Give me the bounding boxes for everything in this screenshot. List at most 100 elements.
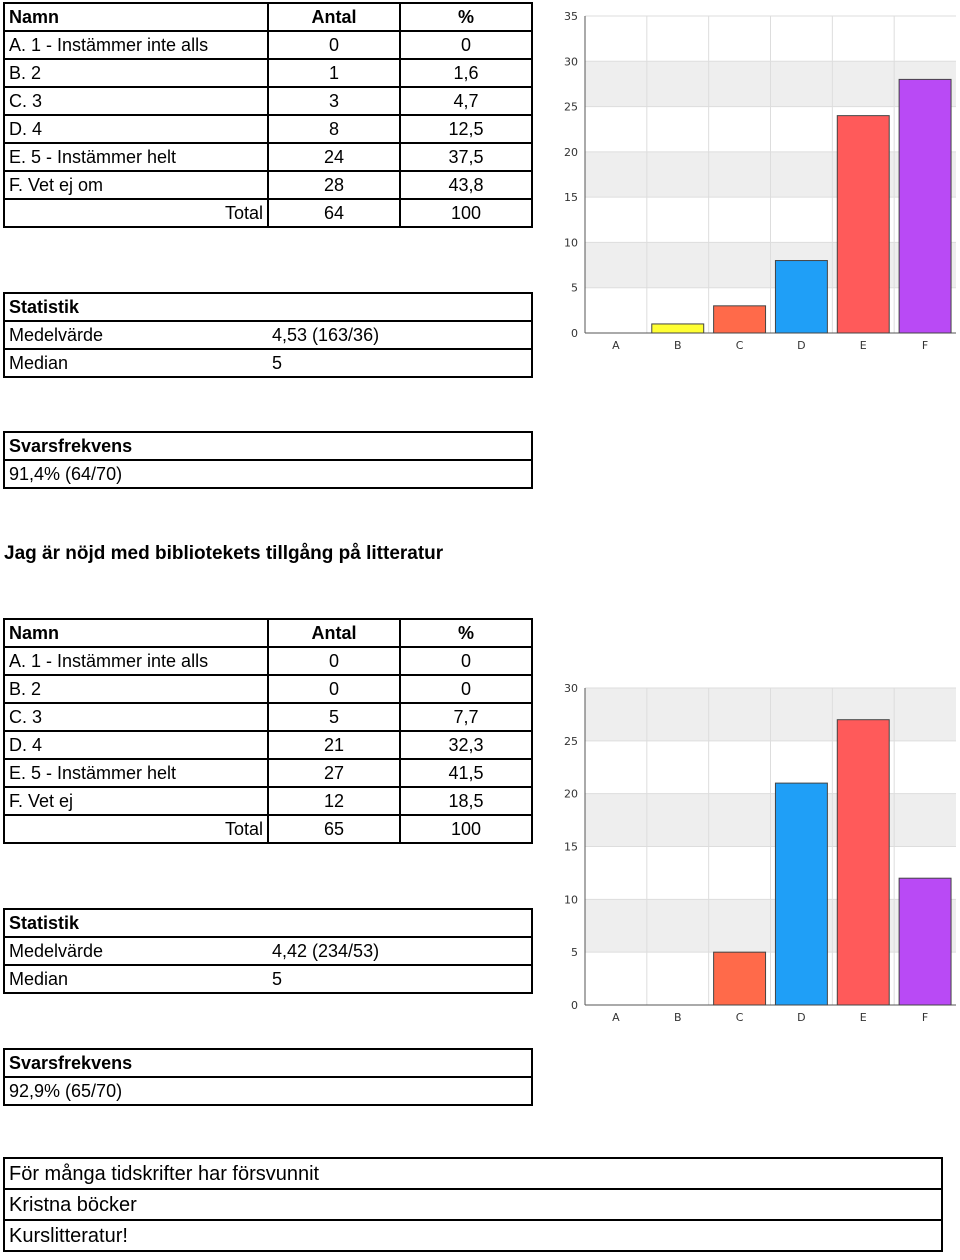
x-tick-label: F [922, 1011, 928, 1024]
stat-label: Medelvärde [3, 320, 268, 350]
table-total-row: Total 65 100 [3, 814, 533, 844]
cell-antal: 5 [267, 702, 401, 732]
stat-value: 5 [268, 964, 533, 994]
cell-namn: D. 4 [3, 730, 269, 760]
y-tick-label: 15 [564, 841, 578, 854]
total-percent: 100 [399, 198, 533, 228]
cell-percent: 41,5 [399, 758, 533, 788]
svarsfrekvens-value: 92,9% (65/70) [3, 1076, 533, 1106]
header-antal: Antal [267, 618, 401, 648]
table-row: Medelvärde 4,42 (234/53) [3, 936, 533, 966]
cell-namn: A. 1 - Instämmer inte alls [3, 646, 269, 676]
cell-percent: 12,5 [399, 114, 533, 144]
bar-C [713, 951, 767, 1006]
total-antal: 64 [267, 198, 401, 228]
cell-antal: 0 [267, 30, 401, 60]
total-label: Total [3, 198, 269, 228]
x-tick-label: A [612, 1011, 620, 1024]
svarsfrekvens-title: Svarsfrekvens [3, 1048, 533, 1078]
table-row: F. Vet ej om 28 43,8 [3, 170, 533, 200]
bar-C [713, 305, 767, 334]
table-row: A. 1 - Instämmer inte alls 0 0 [3, 646, 533, 676]
comment-row: Kurslitteratur! [3, 1219, 943, 1252]
statistik-table-1: Statistik Medelvärde 4,53 (163/36) Median… [3, 292, 533, 378]
x-tick-label: D [797, 1011, 805, 1024]
y-tick-label: 5 [571, 282, 578, 295]
cell-antal: 27 [267, 758, 401, 788]
x-tick-label: E [860, 1011, 867, 1024]
table-row: D. 4 21 32,3 [3, 730, 533, 760]
bar-F [898, 78, 952, 334]
y-tick-label: 10 [564, 236, 578, 249]
comment-text: Kristna böcker [3, 1188, 943, 1221]
cell-antal: 0 [267, 674, 401, 704]
statistik-title: Statistik [3, 292, 533, 322]
cell-namn: F. Vet ej om [3, 170, 269, 200]
results-table-1: Namn Antal % A. 1 - Instämmer inte alls 0… [3, 2, 533, 228]
table-row: Medelvärde 4,53 (163/36) [3, 320, 533, 350]
header-percent: % [399, 2, 533, 32]
y-tick-label: 15 [564, 191, 578, 204]
stat-label: Medelvärde [3, 936, 268, 966]
statistik-title: Statistik [3, 908, 533, 938]
cell-namn: C. 3 [3, 86, 269, 116]
bar-D [774, 260, 828, 334]
cell-percent: 4,7 [399, 86, 533, 116]
table-header: Namn Antal % [3, 618, 533, 648]
table-total-row: Total 64 100 [3, 198, 533, 228]
cell-percent: 0 [399, 646, 533, 676]
table-row: B. 2 1 1,6 [3, 58, 533, 88]
cell-percent: 7,7 [399, 702, 533, 732]
stat-value: 4,42 (234/53) [268, 936, 533, 966]
comment-text: Kurslitteratur! [3, 1219, 943, 1252]
x-tick-label: C [736, 339, 744, 352]
cell-namn: C. 3 [3, 702, 269, 732]
bar-B [651, 323, 705, 334]
table-row: E. 5 - Instämmer helt 27 41,5 [3, 758, 533, 788]
bar-F [898, 877, 952, 1006]
x-tick-label: A [612, 339, 620, 352]
header-percent: % [399, 618, 533, 648]
bar-E [836, 115, 890, 334]
y-tick-label: 5 [571, 946, 578, 959]
y-tick-label: 25 [564, 735, 578, 748]
svarsfrekvens-table-1: Svarsfrekvens 91,4% (64/70) [3, 431, 533, 489]
cell-percent: 43,8 [399, 170, 533, 200]
stat-value: 4,53 (163/36) [268, 320, 533, 350]
comments-table: För många tidskrifter har försvunnit Kri… [3, 1157, 943, 1252]
comment-text: För många tidskrifter har försvunnit [3, 1157, 943, 1190]
question-title: Jag är nöjd med bibliotekets tillgång på… [4, 543, 444, 564]
y-tick-label: 0 [571, 999, 578, 1012]
table-row: Median 5 [3, 348, 533, 378]
cell-namn: B. 2 [3, 674, 269, 704]
cell-namn: B. 2 [3, 58, 269, 88]
cell-percent: 0 [399, 674, 533, 704]
total-percent: 100 [399, 814, 533, 844]
x-tick-label: D [797, 339, 805, 352]
cell-percent: 0 [399, 30, 533, 60]
cell-antal: 24 [267, 142, 401, 172]
cell-antal: 8 [267, 114, 401, 144]
statistik-table-2: Statistik Medelvärde 4,42 (234/53) Median… [3, 908, 533, 994]
header-namn: Namn [3, 618, 269, 648]
x-tick-label: F [922, 339, 928, 352]
x-tick-label: B [674, 1011, 682, 1024]
bar-chart-1: 0 5 10 15 20 25 30 35 A B C D E F [564, 10, 956, 352]
cell-antal: 1 [267, 58, 401, 88]
y-tick-label: 35 [564, 10, 578, 23]
table-row: E. 5 - Instämmer helt 24 37,5 [3, 142, 533, 172]
header-namn: Namn [3, 2, 269, 32]
cell-antal: 21 [267, 730, 401, 760]
cell-percent: 37,5 [399, 142, 533, 172]
cell-namn: D. 4 [3, 114, 269, 144]
table-row: D. 4 8 12,5 [3, 114, 533, 144]
table-header: Namn Antal % [3, 2, 533, 32]
bar-E [836, 719, 890, 1006]
svarsfrekvens-table-2: Svarsfrekvens 92,9% (65/70) [3, 1048, 533, 1106]
table-row: F. Vet ej 12 18,5 [3, 786, 533, 816]
results-table-2: Namn Antal % A. 1 - Instämmer inte alls 0… [3, 618, 533, 844]
y-tick-label: 25 [564, 101, 578, 114]
cell-namn: E. 5 - Instämmer helt [3, 758, 269, 788]
bar-chart-2: 0 5 10 15 20 25 30 A B C D E F [564, 682, 956, 1024]
cell-antal: 3 [267, 86, 401, 116]
